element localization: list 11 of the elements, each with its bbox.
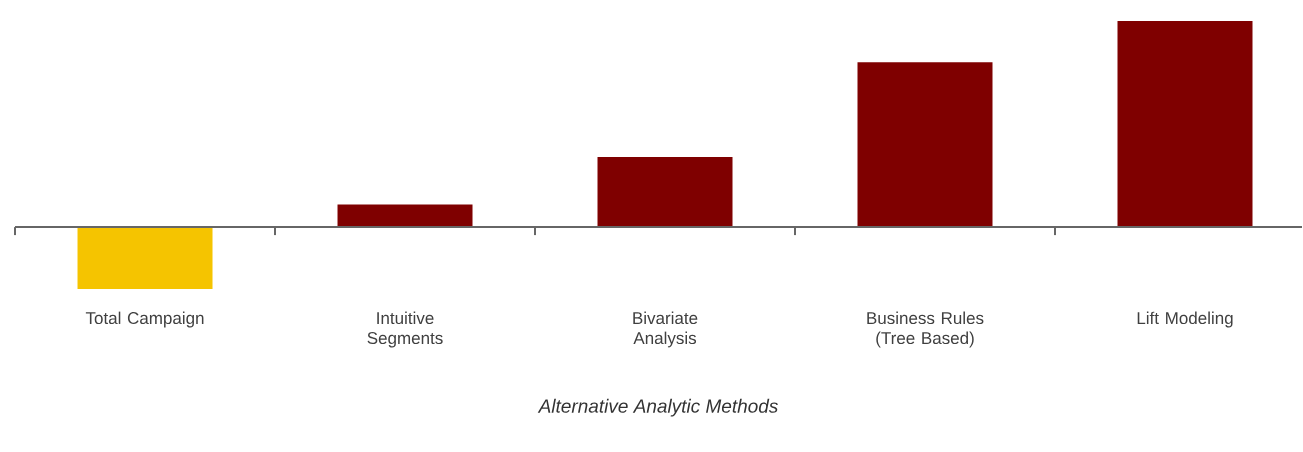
x-axis-title: Alternative Analytic Methods (537, 398, 778, 417)
bar (597, 157, 733, 228)
x-tick-label: Total Campaign (85, 311, 204, 328)
bar (77, 227, 213, 289)
bar (337, 204, 473, 228)
x-tick-label: Intuitive Segments (367, 311, 443, 348)
x-tick-label: Bivariate Analysis (633, 311, 698, 348)
bar (1117, 21, 1253, 228)
x-tick-label: Lift Modeling (1137, 311, 1233, 328)
x-tick-label: Business Rules (Tree Based) (867, 311, 984, 348)
bar (857, 62, 993, 228)
